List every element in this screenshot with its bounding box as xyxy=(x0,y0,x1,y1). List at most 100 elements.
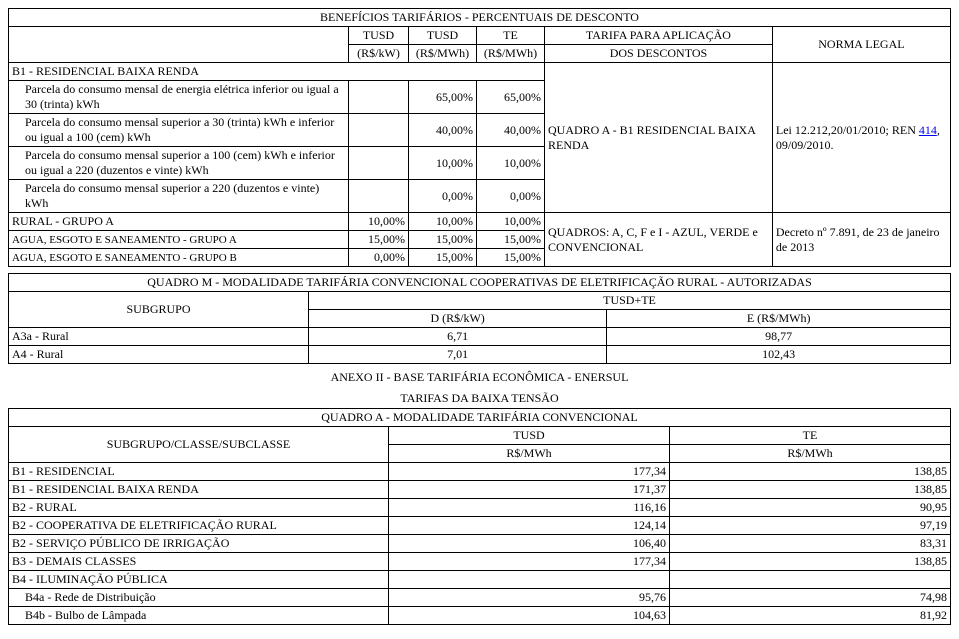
table-row: B3 - DEMAIS CLASSES177,34138,85 xyxy=(9,553,951,571)
anexo-title: ANEXO II - BASE TARIFÁRIA ECONÔMICA - EN… xyxy=(8,370,951,385)
cell-te: 74,98 xyxy=(670,589,951,607)
table-row: B2 - SERVIÇO PÚBLICO DE IRRIGAÇÃO106,408… xyxy=(9,535,951,553)
cell: 10,00% xyxy=(409,147,477,180)
cell-te: 138,85 xyxy=(670,553,951,571)
cell: 65,00% xyxy=(477,81,545,114)
row-desc: Parcela do consumo mensal de energia elé… xyxy=(9,81,349,114)
row-desc: RURAL - GRUPO A xyxy=(9,213,349,231)
table-row: A3a - Rural 6,71 98,77 xyxy=(9,328,951,346)
col-tusd-kw-2: (R$/kW) xyxy=(349,45,409,63)
cell: 10,00% xyxy=(409,213,477,231)
cell: 98,77 xyxy=(607,328,951,346)
col-norma: NORMA LEGAL xyxy=(772,27,950,63)
col-tarifa-2: DOS DESCONTOS xyxy=(545,45,773,63)
table-row: B4 - ILUMINAÇÃO PÚBLICA xyxy=(9,571,951,589)
col-desc-header xyxy=(9,27,349,63)
cell: 0,00% xyxy=(349,249,409,267)
col-d: D (R$/kW) xyxy=(309,310,607,328)
table-row: B2 - COOPERATIVA DE ELETRIFICAÇÃO RURAL1… xyxy=(9,517,951,535)
col-te-unit: R$/MWh xyxy=(670,445,951,463)
col-tusd: TUSD xyxy=(389,427,670,445)
cell-tusd: 106,40 xyxy=(389,535,670,553)
cell: 15,00% xyxy=(477,231,545,249)
col-tusd-mwh: TUSD xyxy=(409,27,477,45)
cell-tusd: 177,34 xyxy=(389,553,670,571)
beneficios-table: BENEFÍCIOS TARIFÁRIOS - PERCENTUAIS DE D… xyxy=(8,8,951,267)
row-desc: B4b - Bulbo de Lâmpada xyxy=(9,607,389,625)
cell: 40,00% xyxy=(477,114,545,147)
table-row: B1 - RESIDENCIAL BAIXA RENDA171,37138,85 xyxy=(9,481,951,499)
cell xyxy=(349,81,409,114)
cell-tusd: 171,37 xyxy=(389,481,670,499)
cell: A4 - Rural xyxy=(9,346,309,364)
cell-te: 138,85 xyxy=(670,481,951,499)
norma-link[interactable]: 414 xyxy=(919,123,937,137)
col-tusd-te: TUSD+TE xyxy=(309,292,951,310)
row-desc: B2 - SERVIÇO PÚBLICO DE IRRIGAÇÃO xyxy=(9,535,389,553)
cell: 10,00% xyxy=(477,147,545,180)
col-te-mwh: TE xyxy=(477,27,545,45)
table3-title: QUADRO A - MODALIDADE TARIFÁRIA CONVENCI… xyxy=(9,409,951,427)
cell-tusd: 116,16 xyxy=(389,499,670,517)
row-desc: B2 - COOPERATIVA DE ELETRIFICAÇÃO RURAL xyxy=(9,517,389,535)
table-row: B1 - RESIDENCIAL177,34138,85 xyxy=(9,463,951,481)
table-row: A4 - Rural 7,01 102,43 xyxy=(9,346,951,364)
cell-tusd: 124,14 xyxy=(389,517,670,535)
group-b-norma: Decreto nº 7.891, de 23 de janeiro de 20… xyxy=(772,213,950,267)
cell xyxy=(349,114,409,147)
cell: 6,71 xyxy=(309,328,607,346)
tarifas-bt-title: TARIFAS DA BAIXA TENSÃO xyxy=(8,391,951,406)
col-tarifa: TARIFA PARA APLICAÇÃO xyxy=(545,27,773,45)
cell-tusd: 95,76 xyxy=(389,589,670,607)
col-subgrupo: SUBGRUPO xyxy=(9,292,309,328)
cell: 65,00% xyxy=(409,81,477,114)
cell-te: 90,95 xyxy=(670,499,951,517)
col-tusd-mwh-2: (R$/MWh) xyxy=(409,45,477,63)
cell-te xyxy=(670,571,951,589)
quadro-m-table: QUADRO M - MODALIDADE TARIFÁRIA CONVENCI… xyxy=(8,273,951,364)
row-desc: B3 - DEMAIS CLASSES xyxy=(9,553,389,571)
table-row: RURAL - GRUPO A 10,00% 10,00% 10,00% QUA… xyxy=(9,213,951,231)
col-sub: SUBGRUPO/CLASSE/SUBCLASSE xyxy=(9,427,389,463)
table-row: B4a - Rede de Distribuição95,7674,98 xyxy=(9,589,951,607)
norma-pre: Lei 12.212,20/01/2010; REN xyxy=(776,123,919,137)
row-desc: B1 - RESIDENCIAL BAIXA RENDA xyxy=(9,481,389,499)
cell: 40,00% xyxy=(409,114,477,147)
row-desc: B2 - RURAL xyxy=(9,499,389,517)
row-desc: Parcela do consumo mensal superior a 100… xyxy=(9,147,349,180)
group-a-header: B1 - RESIDENCIAL BAIXA RENDA xyxy=(9,63,545,81)
cell-te: 97,19 xyxy=(670,517,951,535)
row-desc: AGUA, ESGOTO E SANEAMENTO - GRUPO A xyxy=(9,231,349,249)
cell: 15,00% xyxy=(409,231,477,249)
table1-title: BENEFÍCIOS TARIFÁRIOS - PERCENTUAIS DE D… xyxy=(9,9,951,27)
col-tusd-kw: TUSD xyxy=(349,27,409,45)
cell xyxy=(349,180,409,213)
table-row: B4b - Bulbo de Lâmpada104,6381,92 xyxy=(9,607,951,625)
cell: 15,00% xyxy=(409,249,477,267)
row-desc: B4 - ILUMINAÇÃO PÚBLICA xyxy=(9,571,389,589)
col-te: TE xyxy=(670,427,951,445)
quadro-a-table: QUADRO A - MODALIDADE TARIFÁRIA CONVENCI… xyxy=(8,408,951,625)
row-desc: B4a - Rede de Distribuição xyxy=(9,589,389,607)
table-row: B2 - RURAL116,1690,95 xyxy=(9,499,951,517)
group-a-norma: Lei 12.212,20/01/2010; REN 414, 09/09/20… xyxy=(772,63,950,213)
col-te-mwh-2: (R$/MWh) xyxy=(477,45,545,63)
col-e: E (R$/MWh) xyxy=(607,310,951,328)
row-desc: Parcela do consumo mensal superior a 220… xyxy=(9,180,349,213)
cell: 10,00% xyxy=(477,213,545,231)
cell: 102,43 xyxy=(607,346,951,364)
row-desc: AGUA, ESGOTO E SANEAMENTO - GRUPO B xyxy=(9,249,349,267)
cell-tusd xyxy=(389,571,670,589)
cell: 0,00% xyxy=(409,180,477,213)
cell-te: 138,85 xyxy=(670,463,951,481)
cell: A3a - Rural xyxy=(9,328,309,346)
row-desc: Parcela do consumo mensal superior a 30 … xyxy=(9,114,349,147)
cell-te: 81,92 xyxy=(670,607,951,625)
cell: 15,00% xyxy=(349,231,409,249)
cell xyxy=(349,147,409,180)
col-tusd-unit: R$/MWh xyxy=(389,445,670,463)
cell: 7,01 xyxy=(309,346,607,364)
cell: 10,00% xyxy=(349,213,409,231)
cell: 15,00% xyxy=(477,249,545,267)
cell-tusd: 104,63 xyxy=(389,607,670,625)
